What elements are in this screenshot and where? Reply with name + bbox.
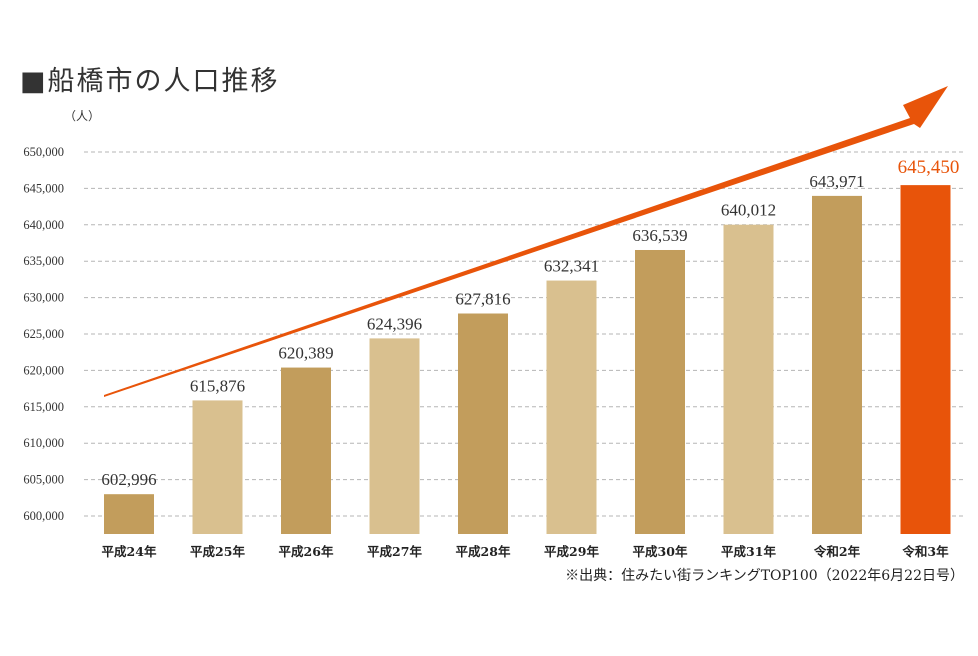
value-label: 640,012 (721, 201, 776, 220)
bar-1 (104, 494, 154, 534)
value-labels: 602,996 615,876 620,389 624,396 627,816 632,3… (101, 157, 959, 489)
x-tick-label: 平成29年 (544, 544, 599, 559)
x-tick-label: 令和2年 (813, 544, 861, 559)
bars (104, 185, 951, 534)
bar-9 (812, 195, 862, 534)
value-label: 636,539 (632, 226, 687, 245)
value-label: 602,996 (101, 470, 156, 489)
x-tick-label: 平成28年 (456, 544, 511, 559)
x-tick-label: 平成30年 (633, 544, 688, 559)
bar-2 (192, 400, 243, 534)
x-tick-label: 平成27年 (367, 544, 422, 559)
value-label: 643,971 (809, 172, 864, 191)
y-tick-label: 630,000 (23, 291, 64, 305)
chart-title: ■船橋市の人口推移 (20, 66, 280, 97)
y-tick-label: 625,000 (23, 327, 64, 341)
bar-7 (635, 249, 685, 534)
value-label: 615,876 (190, 376, 245, 395)
value-label: 620,389 (278, 344, 333, 363)
bar-4 (369, 338, 420, 534)
bar-8 (723, 224, 774, 534)
bar-6 (546, 280, 597, 534)
value-label: 632,341 (544, 257, 599, 276)
y-tick-label: 640,000 (23, 218, 64, 232)
bar-10 (900, 185, 951, 534)
y-tick-label: 600,000 (23, 509, 64, 523)
bar-5 (458, 313, 508, 534)
y-tick-label: 645,000 (23, 181, 64, 195)
value-label: 645,450 (898, 157, 960, 178)
x-axis-ticks: 平成24年 平成25年 平成26年 平成27年 平成28年 平成29年 平成30年 平成31年… (102, 544, 950, 559)
y-tick-label: 635,000 (23, 254, 64, 268)
x-tick-label: 平成24年 (102, 544, 157, 559)
x-tick-label: 平成31年 (721, 544, 776, 559)
x-tick-label: 平成26年 (279, 544, 334, 559)
y-axis-ticks: 600,000 605,000 610,000 615,000 620,000 625,0… (23, 145, 64, 523)
value-label: 627,816 (455, 289, 510, 308)
bar-3 (281, 367, 331, 534)
y-tick-label: 650,000 (23, 145, 64, 159)
y-axis-unit: （人） (64, 109, 100, 123)
y-tick-label: 605,000 (23, 473, 64, 487)
source-note: ※出典：住みたい街ランキングTOP100（2022年6月22日号） (565, 568, 964, 584)
x-tick-label: 平成25年 (190, 544, 245, 559)
y-tick-label: 615,000 (23, 400, 64, 414)
x-tick-label: 令和3年 (901, 544, 949, 559)
value-label: 624,396 (367, 314, 422, 333)
y-tick-label: 620,000 (23, 363, 64, 377)
y-tick-label: 610,000 (23, 436, 64, 450)
